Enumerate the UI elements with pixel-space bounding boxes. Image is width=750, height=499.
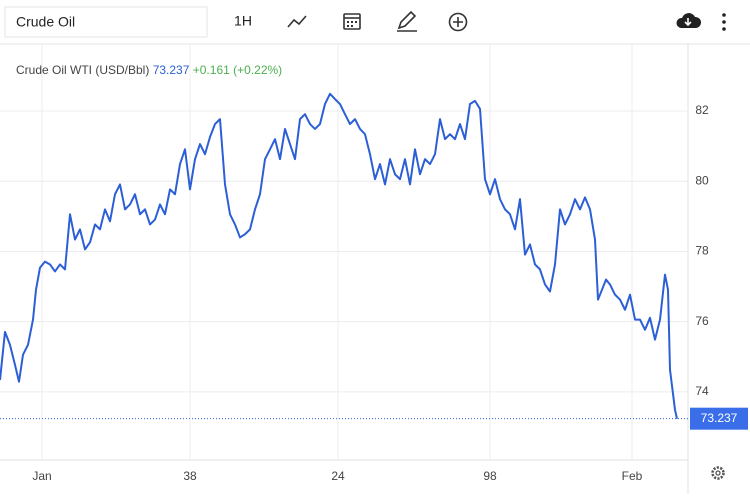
legend-last-value: 73.237	[153, 63, 190, 77]
legend: Crude Oil WTI (USD/Bbl) 73.237 +0.161 (+…	[16, 63, 282, 77]
symbol-text: Crude Oil	[16, 14, 75, 30]
plot-area: 74 76 78 80 82 Jan 38 24 98 Feb 73.237	[0, 44, 748, 483]
add-indicator-icon[interactable]	[448, 12, 468, 32]
settings-icon[interactable]	[711, 466, 725, 480]
x-tick-label: 24	[331, 469, 345, 483]
x-tick-label: Jan	[32, 469, 51, 483]
calendar-icon[interactable]	[343, 13, 361, 30]
x-tick-label: 38	[183, 469, 197, 483]
legend-series-name: Crude Oil WTI (USD/Bbl)	[16, 63, 149, 77]
y-tick-label: 80	[695, 173, 709, 187]
interval-button[interactable]: 1H	[234, 13, 252, 29]
symbol-search[interactable]	[4, 6, 208, 38]
y-tick-label: 78	[695, 244, 709, 258]
x-tick-label: Feb	[622, 469, 643, 483]
chart-type-icon[interactable]	[287, 15, 307, 28]
last-price-label: 73.237	[701, 411, 738, 425]
y-tick-label: 82	[695, 103, 709, 117]
price-line	[0, 92, 678, 419]
draw-icon[interactable]	[397, 10, 417, 32]
last-price-box	[690, 407, 748, 430]
legend-change-percent: (+0.22%)	[233, 63, 282, 77]
menu-icon[interactable]	[722, 13, 726, 31]
x-tick-label: 98	[483, 469, 497, 483]
download-icon[interactable]	[676, 13, 702, 28]
y-tick-label: 76	[695, 314, 709, 328]
y-tick-label: 74	[695, 384, 709, 398]
legend-change: +0.161	[193, 63, 230, 77]
